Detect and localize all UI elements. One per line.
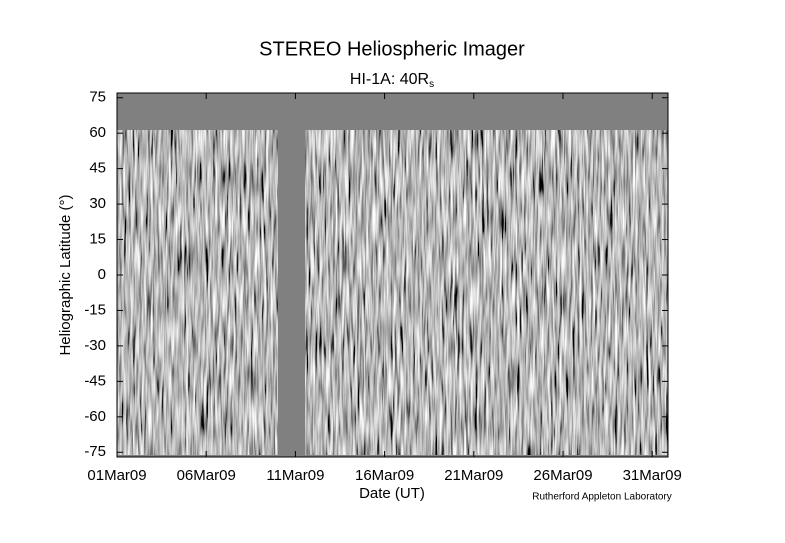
y-tick-label: -45 <box>84 372 106 389</box>
y-tick-label: 0 <box>98 266 106 283</box>
x-axis-label: Date (UT) <box>359 485 425 502</box>
x-tick-label: 26Mar09 <box>533 467 592 484</box>
chart-title: STEREO Heliospheric Imager <box>259 38 525 60</box>
y-tick-label: 60 <box>89 124 106 141</box>
x-tick-label: 21Mar09 <box>444 467 503 484</box>
credit: Rutherford Appleton Laboratory <box>532 492 672 503</box>
image-strip <box>305 130 668 455</box>
subtitle-text: HI-1A: 40R <box>350 71 429 88</box>
chart-subtitle: HI-1A: 40Rs <box>350 71 434 89</box>
subtitle-subscript: s <box>429 79 434 90</box>
y-tick-label: -60 <box>84 408 106 425</box>
x-tick-label: 06Mar09 <box>177 467 236 484</box>
y-tick-label: 15 <box>89 231 106 248</box>
x-tick-label: 31Mar09 <box>623 467 682 484</box>
plot-area <box>116 92 669 458</box>
y-axis-label: Heliographic Latitude (°) <box>57 194 74 355</box>
y-tick-label: 45 <box>89 160 106 177</box>
y-tick-label: -75 <box>84 443 106 460</box>
image-strip <box>117 130 278 455</box>
x-tick-label: 11Mar09 <box>266 467 324 484</box>
y-tick-label: -15 <box>84 301 106 318</box>
x-tick-label: 16Mar09 <box>355 467 414 484</box>
x-tick-label: 01Mar09 <box>87 467 146 484</box>
y-tick-label: 30 <box>89 195 106 212</box>
y-tick-label: -30 <box>84 337 106 354</box>
y-tick-label: 75 <box>89 89 106 106</box>
